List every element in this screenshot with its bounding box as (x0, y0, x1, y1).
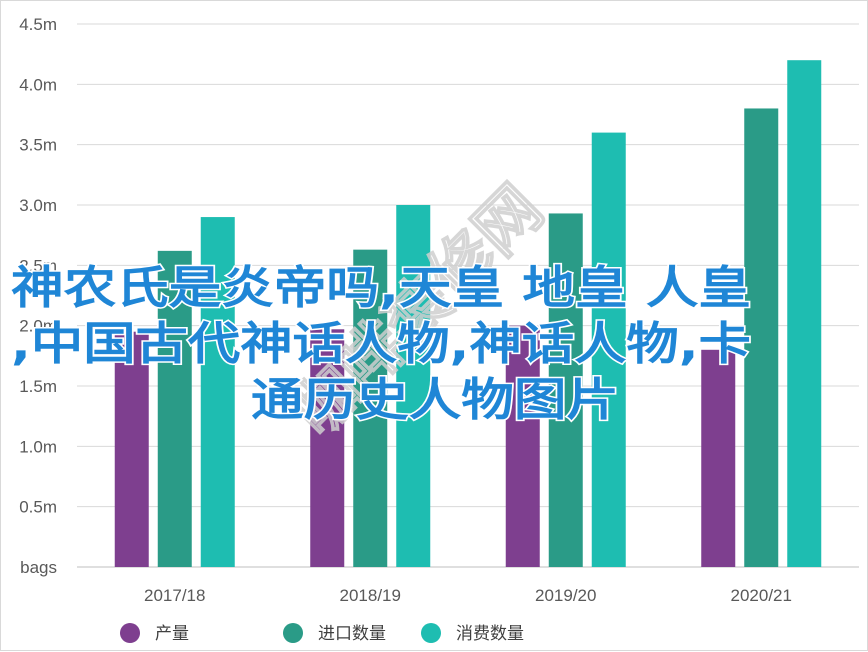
bar-2-2020-21 (744, 108, 779, 567)
y-tick-label: 1.0m (19, 437, 57, 456)
bar-3-2017-18 (200, 217, 235, 568)
x-axis-category-labels: 2017/18 2018/19 2019/20 2020/21 (144, 586, 792, 605)
overlay-caption-line: 通历史人物图片 (251, 373, 619, 426)
y-tick-label: bags (20, 558, 57, 577)
y-tick-label: 3.5m (19, 136, 57, 155)
x-category-label: 2019/20 (535, 586, 596, 605)
legend-label: 消费数量 (456, 624, 524, 644)
y-tick-label: 2.5m (19, 256, 57, 275)
overlay-caption-line: ,中国古代神话人物,神话人物,卡 (11, 317, 751, 370)
legend-swatch (283, 623, 303, 643)
x-category-label: 2017/18 (144, 586, 205, 605)
bar-1-2017-18 (114, 331, 149, 567)
bar-1-2019-20 (505, 325, 540, 567)
legend-item: 进口数量 (283, 623, 386, 644)
bar-3-2019-20 (591, 132, 626, 567)
legend-label: 进口数量 (318, 624, 386, 644)
bar-2-2018-19 (353, 249, 388, 567)
x-category-label: 2018/19 (340, 586, 401, 605)
bars (114, 60, 822, 568)
legend-swatch (421, 623, 441, 643)
legend-item: 消费数量 (421, 623, 524, 644)
bar-1-2018-19 (310, 329, 345, 567)
y-tick-label: 0.5m (19, 498, 57, 517)
y-tick-label: 2.0m (19, 317, 57, 336)
y-axis-tick-labels: bags 0.5m 1.0m 1.5m 2.0m 2.5m 3.0m 3.5m 4.0m 4.5m (19, 15, 57, 577)
y-tick-label: 1.5m (19, 377, 57, 396)
x-category-label: 2020/21 (731, 586, 792, 605)
y-tick-label: 4.0m (19, 75, 57, 94)
bar-2-2017-18 (157, 250, 192, 567)
bar-3-2018-19 (396, 205, 431, 567)
bar-1-2020-21 (701, 349, 736, 567)
legend-label: 产量 (155, 624, 189, 644)
y-tick-label: 4.5m (19, 15, 57, 34)
bar-3-2020-21 (787, 60, 822, 567)
overlay-caption-line: 神农氏是炎帝吗,天皇 地皇 人皇 (11, 261, 751, 314)
y-tick-label: 3.0m (19, 196, 57, 215)
bar-2-2019-20 (548, 213, 583, 568)
legend-item: 产量 (120, 623, 189, 644)
legend: 产量 进口数量 消费数量 (120, 623, 524, 644)
legend-swatch (120, 623, 140, 643)
